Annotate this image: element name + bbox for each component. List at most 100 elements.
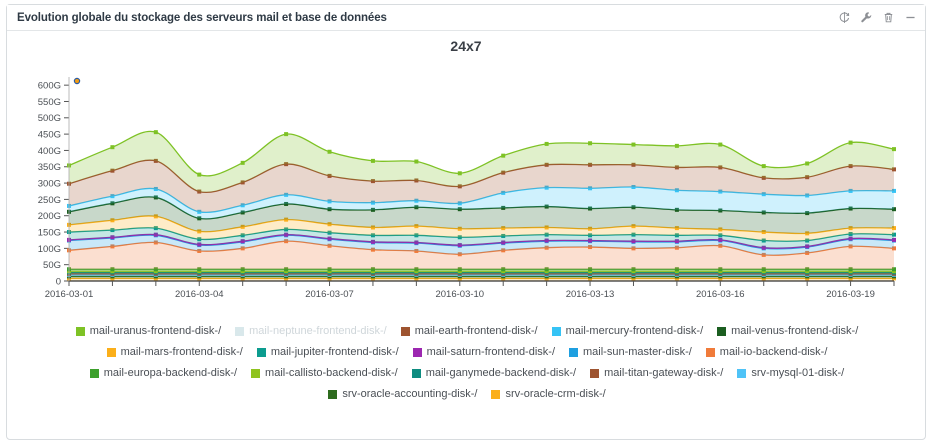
- legend-item[interactable]: mail-uranus-frontend-disk-/: [75, 326, 221, 337]
- series-point-marker: [805, 250, 810, 255]
- series-point-marker: [848, 188, 853, 193]
- series-point-marker: [153, 186, 158, 191]
- y-axis-tick-label: 150G: [38, 227, 61, 238]
- series-point-marker: [110, 267, 115, 272]
- legend-item[interactable]: mail-europa-backend-disk-/: [89, 367, 238, 379]
- series-point-marker: [892, 237, 896, 242]
- series-point-marker: [110, 201, 115, 206]
- series-point-marker: [805, 175, 810, 180]
- legend-item[interactable]: mail-titan-gateway-disk-/: [590, 368, 723, 379]
- series-point-marker: [457, 267, 462, 272]
- series-point-marker: [414, 205, 419, 210]
- series-point-marker: [414, 233, 419, 238]
- series-point-marker: [544, 267, 549, 272]
- series-point-marker: [674, 233, 679, 238]
- legend-color-swatch: [235, 327, 245, 336]
- series-point-marker: [892, 167, 896, 172]
- series-point-marker: [805, 211, 810, 216]
- series-point-marker: [370, 200, 375, 205]
- series-point-marker: [544, 185, 549, 190]
- series-point-marker: [240, 246, 245, 251]
- series-point-marker: [848, 206, 853, 211]
- legend-item[interactable]: mail-callisto-backend-disk-/: [251, 368, 398, 379]
- series-point-marker: [544, 225, 549, 230]
- x-axis-tick-label: 2016-03-19: [826, 289, 875, 300]
- legend-row: mail-mars-frontend-disk-/ mail-jupiter-fr…: [17, 342, 917, 363]
- series-point-marker: [674, 226, 679, 231]
- series-line: [68, 186, 895, 214]
- legend-item-label: mail-io-backend-disk-/: [719, 346, 828, 358]
- series-point-marker: [414, 178, 419, 183]
- series-point-marker: [197, 248, 202, 253]
- series-point-marker: [588, 238, 593, 243]
- series-point-marker: [588, 162, 593, 167]
- chart-legend: mail-uranus-frontend-disk-/ mail-neptune-…: [7, 321, 927, 405]
- series-point-marker: [284, 267, 289, 272]
- legend-item[interactable]: mail-neptune-frontend-disk-/: [235, 326, 387, 337]
- series-point-marker: [110, 235, 115, 240]
- series-point-marker: [805, 267, 810, 272]
- series-point-marker: [805, 193, 810, 198]
- legend-item[interactable]: mail-mars-frontend-disk-/: [106, 346, 243, 358]
- series-point-marker: [588, 186, 593, 191]
- minimize-icon[interactable]: [904, 11, 917, 24]
- legend-item[interactable]: mail-earth-frontend-disk-/: [400, 325, 538, 337]
- refresh-icon[interactable]: [838, 11, 851, 24]
- legend-item-label: mail-earth-frontend-disk-/: [414, 325, 538, 337]
- series-point-marker: [197, 267, 202, 272]
- legend-item-label: mail-europa-backend-disk-/: [103, 367, 238, 379]
- series-point-marker: [197, 229, 202, 234]
- legend-color-swatch: [75, 327, 85, 336]
- chart-series: [67, 214, 896, 242]
- series-point-marker: [631, 205, 636, 210]
- x-axis: 2016-03-01 2016-03-04 2016-03-07 2016-03-10…: [45, 281, 895, 300]
- series-point-marker: [588, 141, 593, 146]
- series-area: [69, 131, 894, 193]
- y-axis-tick-label: 100G: [38, 244, 61, 255]
- series-line: [68, 215, 895, 235]
- series-point-marker: [414, 267, 419, 272]
- series-point-marker: [457, 243, 462, 248]
- legend-item[interactable]: mail-venus-frontend-disk-/: [717, 326, 858, 337]
- series-point-marker: [761, 192, 766, 197]
- legend-item[interactable]: mail-sun-master-disk-/: [569, 347, 692, 358]
- series-point-marker: [370, 158, 375, 163]
- chart-plot-area: 0 50G 100G 150G 200G 250G 300G 350G 400G 450G 500G…: [7, 63, 927, 325]
- series-line: [68, 233, 895, 249]
- series-point-marker: [153, 240, 158, 245]
- legend-item[interactable]: srv-mysql-01-disk-/: [737, 368, 844, 379]
- legend-item-label: mail-mars-frontend-disk-/: [120, 346, 243, 358]
- legend-color-swatch: [705, 348, 715, 357]
- series-point-marker: [848, 164, 853, 169]
- series-point-marker: [544, 162, 549, 167]
- series-point-marker: [370, 247, 375, 252]
- series-point-marker: [327, 222, 332, 227]
- legend-color-swatch: [737, 369, 747, 378]
- legend-item[interactable]: mail-mercury-frontend-disk-/: [551, 326, 703, 337]
- series-point-marker: [110, 244, 115, 249]
- series-point-marker: [761, 164, 766, 169]
- legend-color-swatch: [590, 369, 600, 378]
- series-point-marker: [674, 267, 679, 272]
- legend-item-label: mail-jupiter-frontend-disk-/: [270, 346, 399, 358]
- series-point-marker: [761, 238, 766, 243]
- chart-series: [67, 232, 896, 250]
- legend-color-swatch: [106, 348, 116, 357]
- legend-item[interactable]: mail-saturn-frontend-disk-/: [412, 347, 555, 358]
- legend-item[interactable]: srv-oracle-crm-disk-/: [491, 389, 606, 400]
- trash-icon[interactable]: [882, 11, 895, 24]
- series-point-marker: [110, 194, 115, 199]
- legend-color-swatch: [717, 327, 727, 336]
- legend-row: mail-europa-backend-disk-/ mail-callisto-…: [17, 363, 917, 384]
- legend-color-swatch: [551, 327, 561, 336]
- legend-item[interactable]: mail-io-backend-disk-/: [705, 346, 828, 358]
- series-point-marker: [588, 233, 593, 238]
- wrench-icon[interactable]: [860, 11, 873, 24]
- series-point-marker: [240, 267, 245, 272]
- series-point-marker: [327, 236, 332, 241]
- series-point-marker: [327, 207, 332, 212]
- chart-series: [67, 226, 896, 249]
- legend-item[interactable]: mail-ganymede-backend-disk-/: [411, 368, 576, 379]
- legend-item[interactable]: mail-jupiter-frontend-disk-/: [256, 346, 399, 358]
- legend-item[interactable]: srv-oracle-accounting-disk-/: [328, 389, 477, 400]
